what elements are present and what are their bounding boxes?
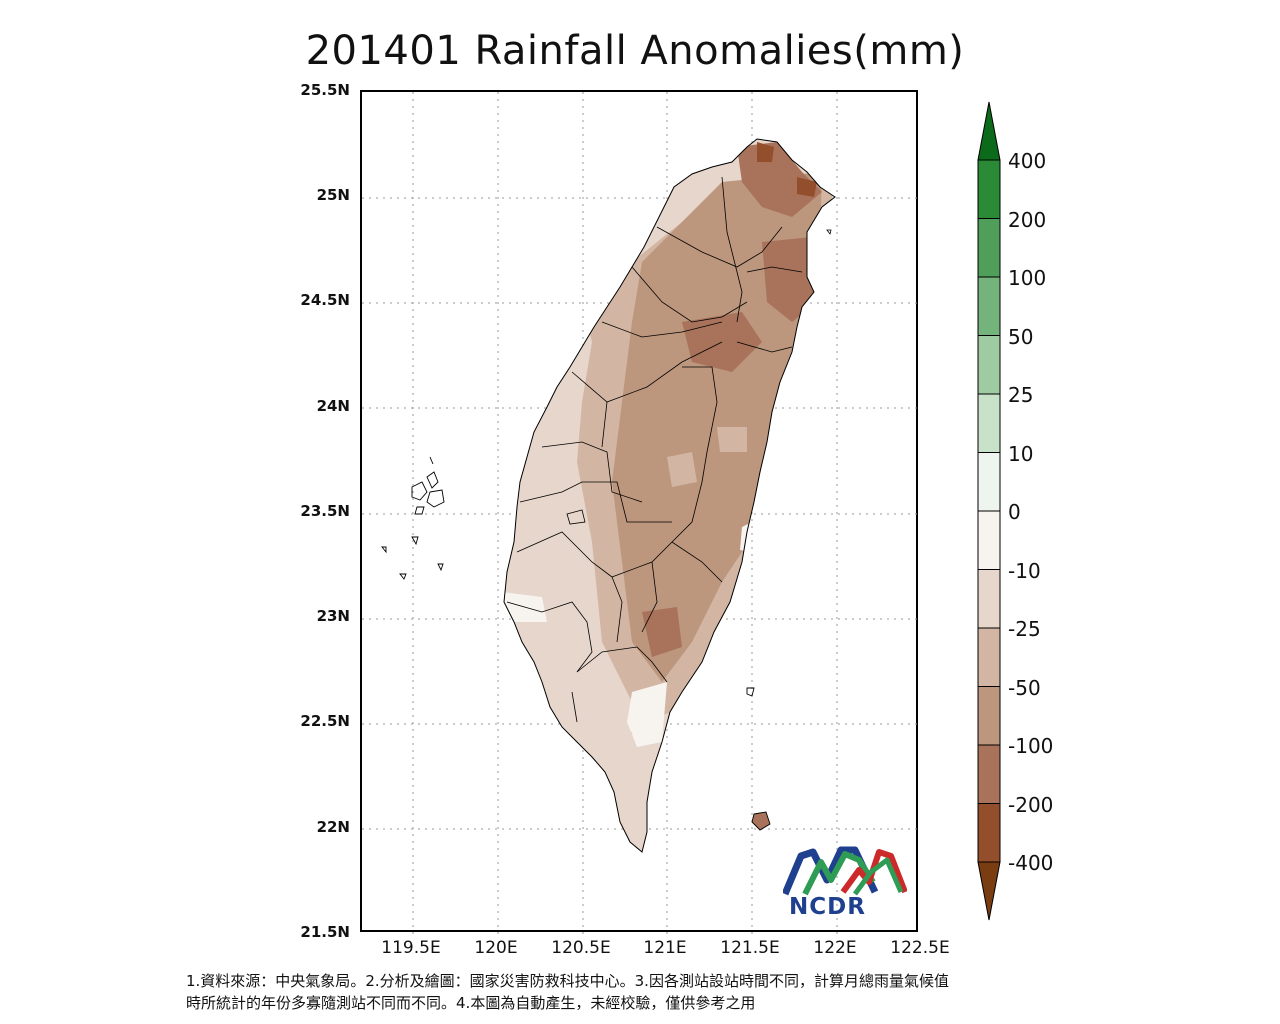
colorbar-label: -25 — [1008, 617, 1041, 641]
lat-tick-label: 24.5N — [300, 291, 350, 309]
lat-tick-label: 25.5N — [300, 81, 350, 99]
colorbar-segment — [977, 393, 1001, 453]
lat-tick-label: 22N — [316, 818, 350, 836]
colorbar-label: -10 — [1008, 559, 1041, 583]
colorbar-label: -400 — [1008, 851, 1054, 875]
penghu-islands — [381, 456, 445, 580]
colorbar-segment — [977, 627, 1001, 687]
map-frame — [360, 90, 920, 934]
colorbar-segment — [977, 276, 1001, 336]
lon-tick-label: 122E — [813, 938, 857, 958]
colorbar-label: -100 — [1008, 734, 1054, 758]
footnote-line-1: 1.資料來源：中央氣象局。2.分析及繪圖：國家災害防救科技中心。3.因各測站設站… — [186, 972, 949, 990]
colorbar-label: 0 — [1008, 500, 1021, 524]
colorbar-label: 400 — [1008, 149, 1047, 173]
colorbar-label: 25 — [1008, 383, 1034, 407]
lon-tick-label: 121E — [643, 938, 687, 958]
colorbar — [977, 101, 1001, 921]
green-island — [746, 687, 755, 697]
colorbar-label: 100 — [1008, 266, 1047, 290]
lat-tick-label: 24N — [316, 397, 350, 415]
colorbar-label: -50 — [1008, 676, 1041, 700]
footnote-line-2: 時所統計的年份多寡隨測站不同而不同。4.本圖為自動產生，未經校驗，僅供參考之用 — [186, 994, 756, 1012]
islet — [826, 229, 832, 235]
colorbar-segment — [977, 452, 1001, 512]
colorbar-segment — [977, 218, 1001, 278]
lon-tick-label: 119.5E — [381, 938, 441, 958]
county-boundaries — [506, 176, 803, 723]
lat-tick-label: 21.5N — [300, 923, 350, 941]
lat-tick-label: 22.5N — [300, 712, 350, 730]
lon-tick-label: 121.5E — [720, 938, 780, 958]
ncdr-logo-icon — [781, 846, 908, 896]
colorbar-arrow-top — [977, 101, 1001, 161]
lon-tick-label: 120.5E — [551, 938, 611, 958]
colorbar-segment — [977, 569, 1001, 629]
taiwan-map — [362, 92, 920, 934]
rainfall-anomaly-field — [504, 139, 835, 852]
lon-tick-label: 122.5E — [890, 938, 950, 958]
colorbar-label: 200 — [1008, 208, 1047, 232]
colorbar-segment — [977, 159, 1001, 219]
colorbar-label: -200 — [1008, 793, 1054, 817]
lat-tick-label: 23.5N — [300, 502, 350, 520]
lat-tick-label: 23N — [316, 607, 350, 625]
colorbar-segment — [977, 803, 1001, 863]
colorbar-segment — [977, 510, 1001, 570]
colorbar-segment — [977, 686, 1001, 746]
lon-tick-label: 120E — [474, 938, 518, 958]
colorbar-label: 50 — [1008, 325, 1034, 349]
colorbar-segment — [977, 335, 1001, 395]
colorbar-arrow-bottom — [977, 861, 1001, 921]
taiwan-coastline — [503, 138, 836, 853]
ncdr-logo-text: NCDR — [789, 894, 866, 920]
colorbar-segment — [977, 744, 1001, 804]
ncdr-logo: NCDR — [781, 842, 908, 922]
map-title: 201401 Rainfall Anomalies(mm) — [305, 28, 965, 74]
lat-tick-label: 25N — [316, 186, 350, 204]
orchid-island — [751, 811, 771, 831]
colorbar-label: 10 — [1008, 442, 1034, 466]
